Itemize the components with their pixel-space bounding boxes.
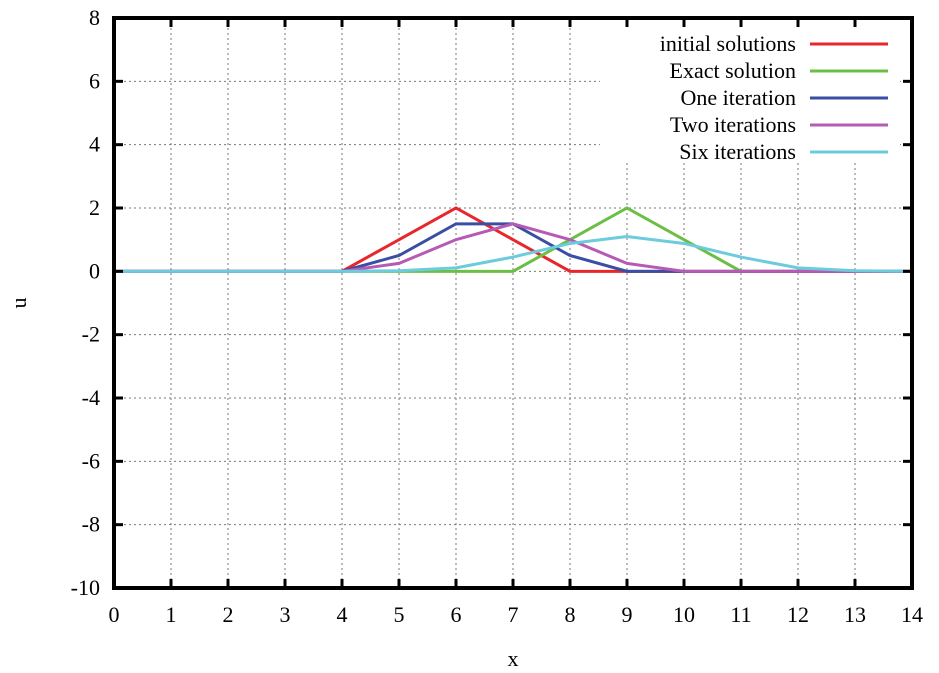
y-tick-label: 6 <box>89 68 100 93</box>
x-tick-label: 2 <box>223 602 234 627</box>
x-tick-label: 6 <box>451 602 462 627</box>
y-tick-label: 4 <box>89 132 100 157</box>
legend-background <box>600 24 900 163</box>
x-tick-label: 5 <box>394 602 405 627</box>
y-tick-label: 2 <box>89 195 100 220</box>
x-tick-label: 10 <box>673 602 695 627</box>
y-tick-label: -4 <box>82 385 100 410</box>
y-tick-label: -6 <box>82 448 100 473</box>
x-tick-label: 7 <box>508 602 519 627</box>
series-group <box>114 206 913 273</box>
x-tick-label: 8 <box>565 602 576 627</box>
x-tick-label: 0 <box>109 602 120 627</box>
y-tick-label: -8 <box>82 512 100 537</box>
y-tick-label: 8 <box>89 5 100 30</box>
x-tick-label: 11 <box>730 602 751 627</box>
legend-label: Two iterations <box>670 112 796 137</box>
y-tick-label: 0 <box>89 258 100 283</box>
x-tick-label: 13 <box>844 602 866 627</box>
x-tick-labels: 0 1 2 3 4 5 6 7 8 9 10 11 12 13 14 <box>109 602 924 627</box>
series-line-1 <box>114 206 912 273</box>
series-line-5 <box>114 234 913 273</box>
axis-ticks <box>112 16 914 590</box>
y-tick-labels: -10 -8 -6 -4 -2 0 2 4 6 8 <box>71 5 100 600</box>
x-tick-label: 4 <box>337 602 348 627</box>
legend-label: Exact solution <box>670 58 796 83</box>
y-tick-label: -10 <box>71 575 100 600</box>
legend-label: One iteration <box>681 85 796 110</box>
x-tick-label: 14 <box>901 602 923 627</box>
y-axis-title: u <box>6 298 31 309</box>
y-tick-label: -2 <box>82 322 100 347</box>
x-tick-label: 12 <box>787 602 809 627</box>
x-tick-label: 1 <box>166 602 177 627</box>
x-tick-label: 3 <box>280 602 291 627</box>
legend-label: Six iterations <box>679 139 796 164</box>
x-tick-label: 9 <box>622 602 633 627</box>
x-axis-title: x <box>508 646 519 671</box>
legend-label: initial solutions <box>660 31 796 56</box>
